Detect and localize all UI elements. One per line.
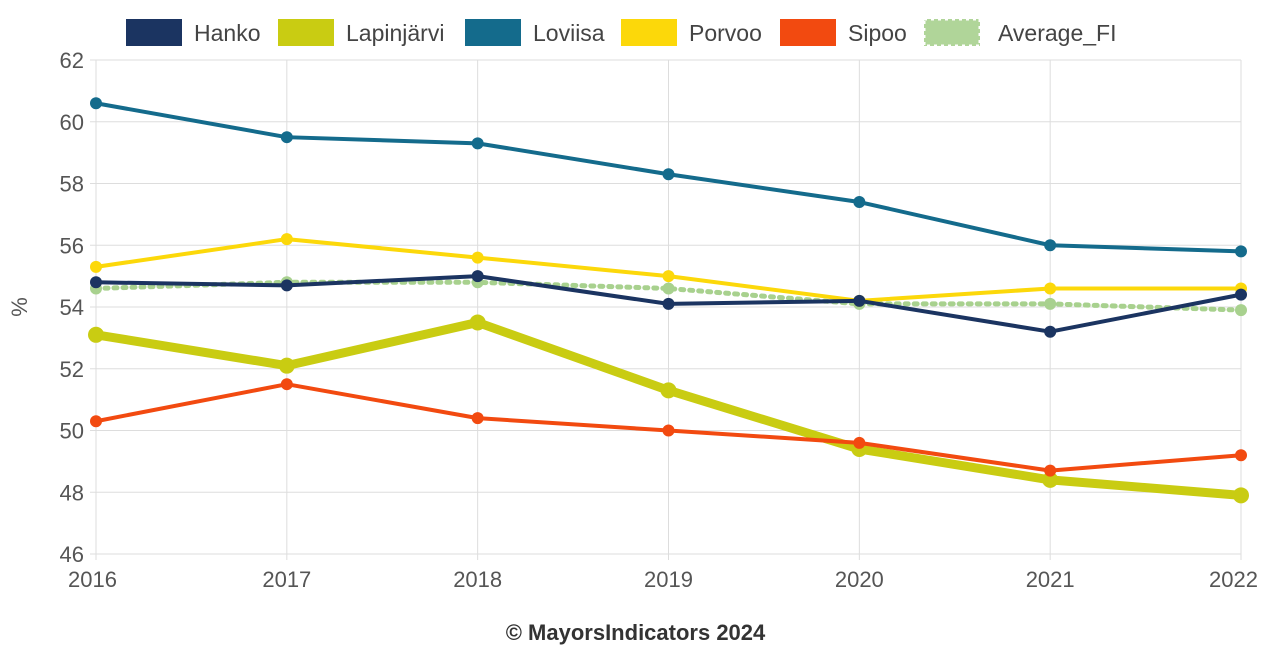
data-point-hanko bbox=[471, 270, 484, 283]
y-tick-label: 60 bbox=[60, 110, 84, 135]
data-point-average-fi bbox=[1044, 297, 1057, 310]
legend-label-lapinj-rvi: Lapinjärvi bbox=[346, 20, 444, 46]
x-tick-label: 2016 bbox=[68, 567, 117, 592]
data-point-hanko bbox=[1235, 288, 1247, 301]
legend-label-average-fi: Average_FI bbox=[998, 20, 1116, 46]
legend-label-hanko: Hanko bbox=[194, 20, 260, 46]
x-tick-label: 2020 bbox=[835, 567, 884, 592]
data-point-hanko bbox=[662, 297, 675, 310]
data-point-sipoo bbox=[471, 412, 484, 425]
data-point-porvoo bbox=[471, 251, 484, 264]
data-point-lapinj-rvi bbox=[88, 326, 104, 343]
data-point-lapinj-rvi bbox=[278, 357, 295, 374]
data-point-loviisa bbox=[853, 196, 866, 209]
data-point-sipoo bbox=[1235, 449, 1247, 462]
data-point-loviisa bbox=[471, 137, 484, 150]
y-tick-label: 62 bbox=[60, 48, 84, 73]
data-point-average-fi bbox=[1235, 304, 1247, 317]
y-tick-label: 48 bbox=[60, 480, 84, 505]
data-point-loviisa bbox=[1044, 239, 1057, 252]
legend-label-sipoo: Sipoo bbox=[848, 20, 907, 46]
data-point-sipoo bbox=[280, 378, 293, 391]
data-point-hanko bbox=[280, 279, 293, 292]
legend-swatch-porvoo bbox=[621, 19, 677, 46]
data-point-sipoo bbox=[1044, 464, 1057, 477]
legend-swatch-hanko bbox=[126, 19, 182, 46]
data-point-lapinj-rvi bbox=[469, 314, 486, 331]
data-point-porvoo bbox=[1044, 282, 1057, 295]
legend-swatch-lapinj-rvi bbox=[278, 19, 334, 46]
data-point-lapinj-rvi bbox=[660, 382, 677, 399]
data-point-loviisa bbox=[1235, 245, 1247, 258]
data-point-hanko bbox=[1044, 325, 1057, 338]
data-point-sipoo bbox=[853, 436, 866, 449]
y-tick-label: 58 bbox=[60, 172, 84, 197]
y-tick-label: 56 bbox=[60, 233, 84, 258]
series-lines bbox=[88, 97, 1249, 504]
y-axis-label: % bbox=[7, 297, 32, 317]
data-point-hanko bbox=[853, 294, 866, 307]
data-point-loviisa bbox=[280, 131, 293, 144]
data-point-hanko bbox=[90, 276, 102, 289]
data-point-loviisa bbox=[90, 97, 102, 110]
data-point-porvoo bbox=[280, 233, 293, 246]
data-point-sipoo bbox=[90, 415, 102, 428]
data-point-sipoo bbox=[662, 424, 675, 437]
credit-text: © MayorsIndicators 2024 bbox=[505, 620, 766, 645]
legend-swatch-loviisa bbox=[465, 19, 521, 46]
legend-swatch-sipoo bbox=[780, 19, 836, 46]
x-tick-label: 2022 bbox=[1209, 567, 1258, 592]
legend-label-loviisa: Loviisa bbox=[533, 20, 605, 46]
legend-swatch-average-fi bbox=[922, 17, 982, 48]
data-point-lapinj-rvi bbox=[1042, 471, 1059, 488]
y-tick-label: 52 bbox=[60, 357, 84, 382]
legend-label-porvoo: Porvoo bbox=[689, 20, 762, 46]
legend: Hanko Lapinjärvi Loviisa Porvoo Sipoo Average… bbox=[126, 17, 1116, 48]
y-tick-label: 46 bbox=[60, 542, 84, 567]
x-tick-label: 2021 bbox=[1026, 567, 1075, 592]
axes: 46 48 50 52 54 56 58 60 62 2016 2017 2018 2019 2020 20… bbox=[60, 48, 1258, 592]
y-tick-label: 50 bbox=[60, 419, 84, 444]
x-tick-label: 2017 bbox=[262, 567, 311, 592]
data-point-average-fi bbox=[662, 282, 675, 295]
y-tick-label: 54 bbox=[60, 295, 84, 320]
data-point-lapinj-rvi bbox=[1233, 487, 1249, 504]
x-tick-label: 2018 bbox=[453, 567, 502, 592]
data-point-porvoo bbox=[90, 260, 102, 273]
x-tick-label: 2019 bbox=[644, 567, 693, 592]
data-point-porvoo bbox=[662, 270, 675, 283]
data-point-loviisa bbox=[662, 168, 675, 181]
